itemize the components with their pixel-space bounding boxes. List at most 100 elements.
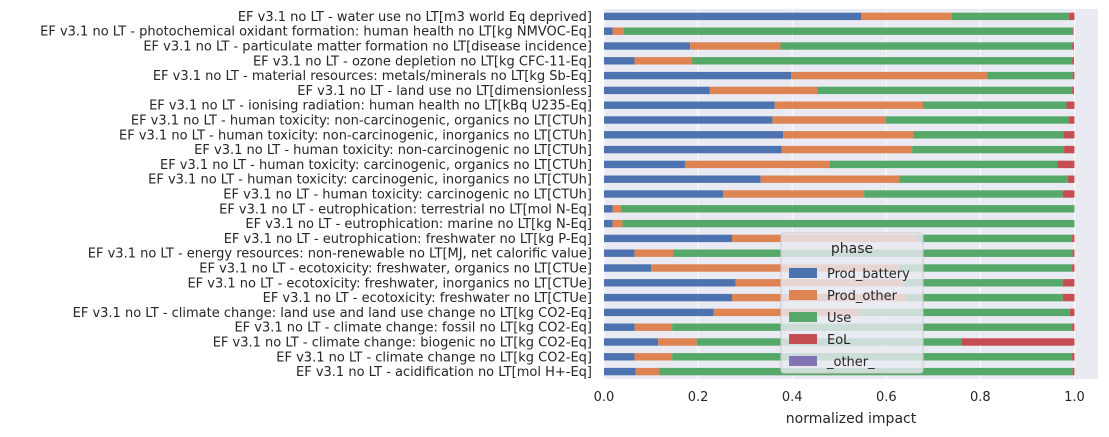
bar-segment-prodother [772, 116, 886, 124]
bar-segment-use [817, 86, 1073, 95]
bar-segment-prodbattery [604, 205, 613, 213]
bar-segment-prodother [723, 190, 865, 198]
bar-segment-eol [1068, 12, 1075, 21]
bar-segment-use [913, 131, 1064, 139]
legend-label: Prod_other [827, 289, 898, 304]
category-label: EF v3.1 no LT - ecotoxicity: freshwater,… [199, 262, 592, 277]
bar-segment-use [951, 12, 1069, 21]
bar-segment-eol [1068, 116, 1075, 124]
bar-segment-prodbattery [604, 353, 635, 361]
x-tick-label: 0.8 [970, 390, 991, 405]
bar-segment-use [829, 160, 1058, 169]
bar-segment-use [859, 308, 1070, 317]
bar-segment-eol [1072, 86, 1075, 95]
bar-segment-prodother [783, 131, 914, 139]
bar-segment-eol [1072, 367, 1075, 376]
legend-title: phase [831, 241, 873, 257]
bar-segment-prodother [634, 249, 674, 257]
bar-segment-eol [1072, 57, 1075, 65]
bar-segment-prodother [774, 101, 923, 109]
bar-segment-prodother [861, 12, 952, 21]
bar-segment-eol [1067, 175, 1075, 183]
bar-segment-use [885, 116, 1069, 124]
bar-segment-eol [1072, 27, 1074, 35]
legend-label: _other_ [826, 355, 875, 370]
legend-swatch [789, 290, 817, 300]
bar-segment-prodbattery [604, 190, 724, 198]
bar-segment-eol [961, 338, 1075, 346]
category-label: EF v3.1 no LT - human toxicity: carcinog… [160, 158, 592, 173]
bar-segment-eol [1063, 131, 1075, 139]
bar-segment-use [780, 42, 1073, 50]
bar-segment-prodother [690, 42, 781, 50]
bar-segment-eol [1072, 353, 1075, 361]
category-label: EF v3.1 no LT - human toxicity: non-carc… [119, 128, 592, 143]
category-label: EF v3.1 no LT - acidification no LT[mol … [296, 365, 592, 380]
legend-swatch [789, 334, 817, 344]
category-label: EF v3.1 no LT - eutrophication: freshwat… [224, 232, 592, 247]
category-label: EF v3.1 no LT - ecotoxicity: freshwater,… [187, 276, 592, 291]
bar-segment-prodother [760, 175, 900, 183]
bar-segment-prodbattery [604, 86, 710, 95]
bar-segment-eol [1072, 249, 1075, 257]
bar-segment-use [907, 293, 1063, 302]
legend-label: EoL [827, 333, 851, 348]
category-label: EF v3.1 no LT - water use no LT[m3 world… [238, 10, 592, 25]
category-label: EF v3.1 no LT - human toxicity: non-carc… [194, 143, 592, 158]
category-label: EF v3.1 no LT - eutrophication: terrestr… [219, 202, 592, 217]
category-label: EF v3.1 no LT - photochemical oxidant fo… [40, 25, 592, 40]
bar-segment-use [987, 71, 1073, 80]
bar-segment-prodbattery [604, 160, 685, 169]
category-label: EF v3.1 no LT - particulate matter forma… [143, 40, 592, 55]
x-tick-label: 0.6 [876, 390, 897, 405]
bar-segment-prodbattery [604, 42, 691, 50]
bar-segment-prodother [634, 323, 673, 331]
category-label: EF v3.1 no LT - climate change: land use… [73, 306, 592, 321]
bar-segment-prodother [634, 57, 692, 65]
bar-segment-eol [1062, 293, 1075, 302]
bar-segment-eol [1072, 234, 1075, 243]
category-label: EF v3.1 no LT - ionising radiation: huma… [149, 99, 592, 114]
bar-segment-prodbattery [604, 219, 613, 228]
bar-segment-prodbattery [604, 27, 613, 35]
category-label: EF v3.1 no LT - ozone depletion no LT[kg… [253, 54, 592, 69]
bar-segment-eol [1066, 101, 1075, 109]
bar-segment-prodbattery [604, 116, 773, 124]
legend-items: Prod_battery Prod_other Use EoL _other_ [789, 267, 910, 370]
bar-segment-prodbattery [604, 367, 636, 376]
bar-segment-use [902, 279, 1063, 287]
bar-segment-prodbattery [604, 338, 659, 346]
bar-segment-prodbattery [604, 308, 714, 317]
legend-label: Prod_battery [827, 267, 910, 282]
bar-segment-prodother [684, 160, 830, 169]
x-tick-label: 0.4 [782, 390, 803, 405]
bar-segment-prodbattery [604, 293, 732, 302]
x-tick-label: 0.2 [688, 390, 709, 405]
category-label: EF v3.1 no LT - climate change: fossil n… [234, 321, 592, 336]
bar-segment-prodbattery [604, 234, 732, 243]
x-tick-labels: 0.0 0.2 0.4 0.6 0.8 1.0 [594, 390, 1085, 405]
bar-segment-prodbattery [604, 249, 635, 257]
bar-segment-eol [1072, 42, 1075, 50]
bar-segment-prodother [612, 27, 624, 35]
bar-segment-prodother [651, 264, 899, 272]
bar-segment-use [864, 190, 1063, 198]
bar-segment-prodbattery [604, 279, 736, 287]
category-label: EF v3.1 no LT - climate change: biogenic… [213, 336, 592, 351]
legend: phase Prod_battery Prod_other Use EoL _other… [780, 232, 924, 374]
bar-segment-eol [1062, 190, 1075, 198]
bar-segment-prodbattery [604, 131, 784, 139]
category-label: EF v3.1 no LT - human toxicity: non-carc… [131, 114, 592, 129]
bar-segment-use [622, 219, 1075, 228]
bar-segment-eol [1072, 323, 1075, 331]
bar-segment-eol [1072, 264, 1075, 272]
bar-segment-use [691, 57, 1073, 65]
category-label: EF v3.1 no LT - eutrophication: marine n… [245, 217, 592, 232]
bar-segment-prodbattery [604, 101, 775, 109]
x-tick-label: 0.0 [594, 390, 615, 405]
bar-segment-prodbattery [604, 12, 862, 21]
category-label: EF v3.1 no LT - human toxicity: carcinog… [223, 188, 592, 203]
bar-segment-use [922, 101, 1067, 109]
bar-segment-use [912, 145, 1065, 154]
